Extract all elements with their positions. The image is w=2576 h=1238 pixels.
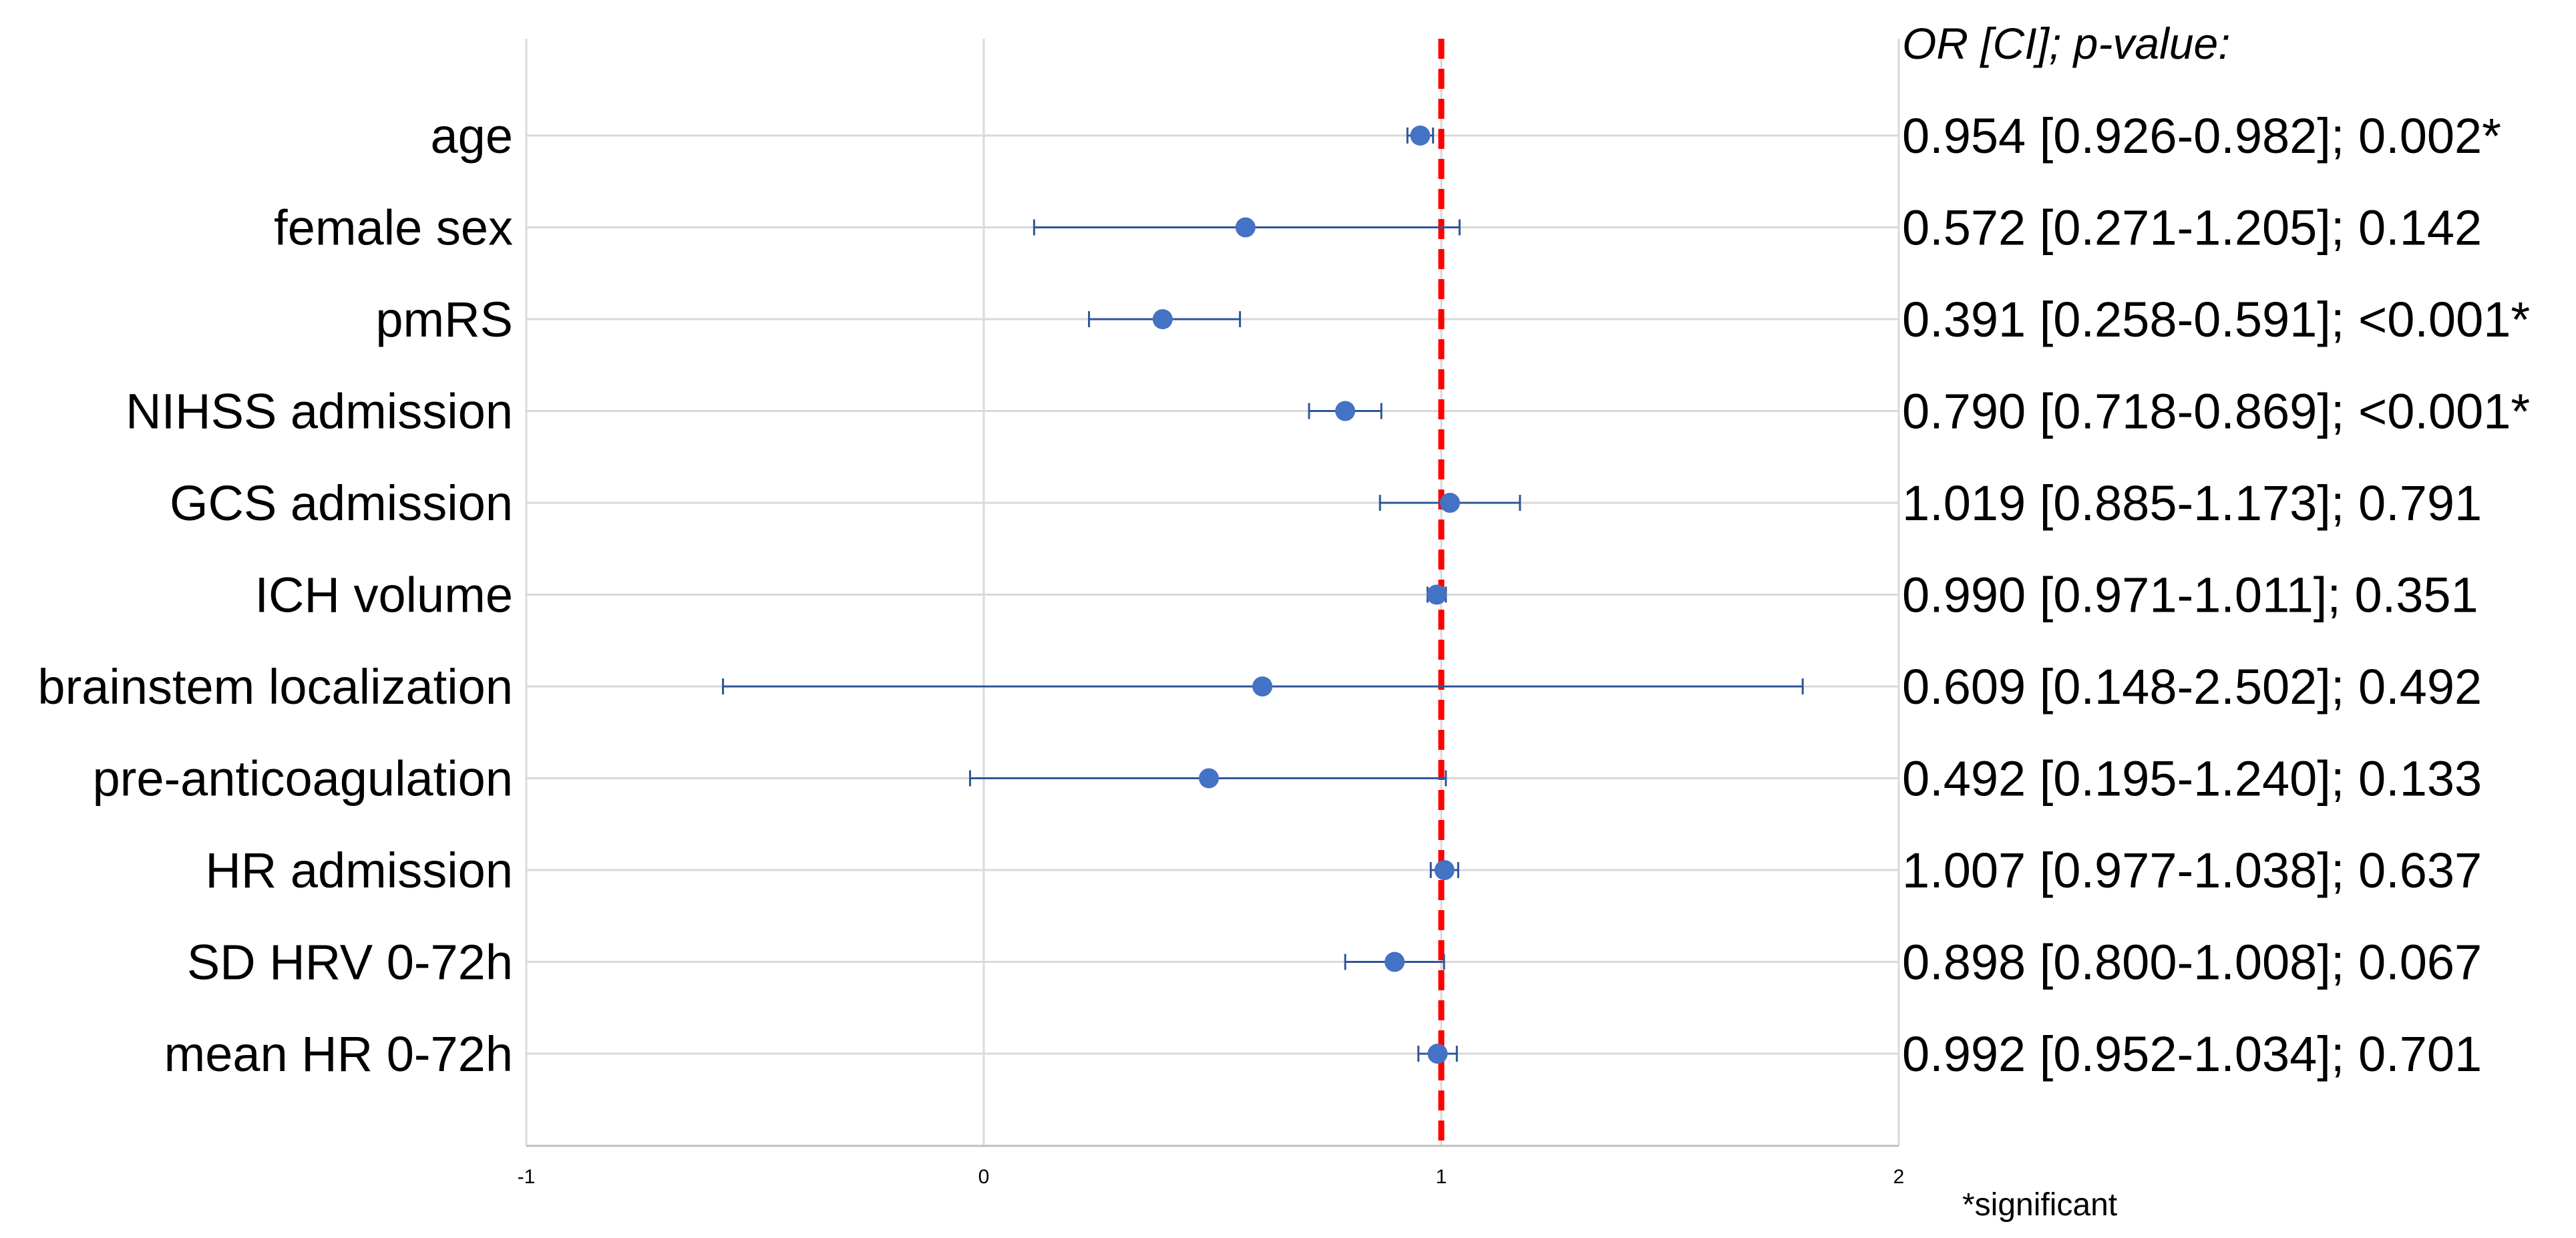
result-text: 0.990 [0.971-1.011]; 0.351 [1902, 568, 2478, 623]
grid-layer [525, 39, 1900, 1147]
or-point [1199, 768, 1220, 789]
row-label: NIHSS admission [126, 384, 513, 439]
result-text: 0.492 [0.195-1.240]; 0.133 [1902, 751, 2482, 807]
or-point [1440, 493, 1461, 513]
row-label: SD HRV 0-72h [187, 935, 513, 990]
result-text: 0.898 [0.800-1.008]; 0.067 [1902, 935, 2482, 990]
or-point [1335, 401, 1356, 421]
or-point [1427, 584, 1447, 605]
or-point [1385, 952, 1405, 972]
or-point [1434, 860, 1455, 880]
result-text: 0.572 [0.271-1.205]; 0.142 [1902, 200, 2482, 256]
x-tick-label: 1 [1436, 1166, 1447, 1188]
footnote: *significant [1962, 1187, 2117, 1223]
row-label: mean HR 0-72h [164, 1026, 513, 1082]
result-text: 0.954 [0.926-0.982]; 0.002* [1902, 108, 2501, 164]
row-label: HR admission [205, 843, 513, 898]
x-tick-label: -1 [518, 1166, 536, 1188]
x-tick-label: 2 [1893, 1166, 1905, 1188]
row-label: pmRS [375, 292, 513, 347]
row-label: brainstem localization [37, 659, 513, 714]
or-point [1252, 676, 1273, 696]
results-header: OR [CI]; p-value: [1902, 19, 2231, 68]
row-label: female sex [274, 200, 513, 256]
x-tick-labels-layer: -1 0 1 2 [518, 1166, 1905, 1188]
error-bars-layer [722, 126, 1804, 1064]
row-label: ICH volume [254, 568, 513, 623]
result-text: 0.391 [0.258-0.591]; <0.001* [1902, 292, 2530, 347]
result-text: 1.007 [0.977-1.038]; 0.637 [1902, 843, 2482, 898]
or-point [1235, 217, 1256, 238]
result-text: 1.019 [0.885-1.173]; 0.791 [1902, 475, 2482, 531]
or-point [1427, 1044, 1448, 1064]
row-label: age [431, 108, 513, 164]
row-labels-layer: age female sex pmRS NIHSS admission GCS admi… [37, 108, 513, 1082]
x-tick-label: 0 [978, 1166, 990, 1188]
result-text: 0.790 [0.718-0.869]; <0.001* [1902, 384, 2530, 439]
result-text: 0.609 [0.148-2.502]; 0.492 [1902, 659, 2482, 714]
or-point [1410, 126, 1431, 146]
row-label: GCS admission [170, 475, 513, 531]
or-point [1152, 309, 1173, 329]
result-text: 0.992 [0.952-1.034]; 0.701 [1902, 1026, 2482, 1082]
results-layer: 0.954 [0.926-0.982]; 0.002* 0.572 [0.271-… [1902, 108, 2530, 1082]
row-label: pre-anticoagulation [93, 751, 513, 807]
